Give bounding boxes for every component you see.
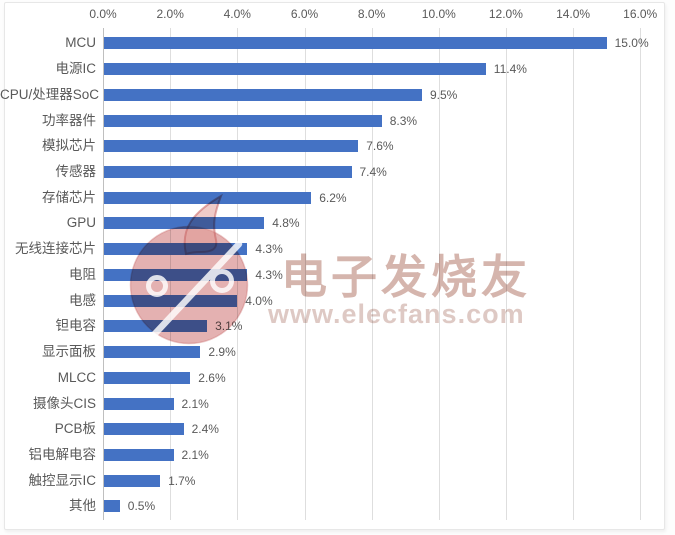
axis-tick-label: 6.0% — [290, 7, 319, 21]
axis-tick-label: 8.0% — [357, 7, 386, 21]
value-label: 9.5% — [430, 87, 458, 102]
bar — [104, 114, 382, 127]
category-label: MCU — [65, 35, 96, 51]
bar — [104, 423, 184, 436]
category-label: 电阻 — [69, 266, 96, 282]
category-label: 功率器件 — [42, 112, 96, 128]
category-label: 模拟芯片 — [42, 138, 96, 154]
gridline — [103, 28, 104, 520]
bar — [104, 217, 265, 230]
bar — [104, 140, 359, 153]
category-label: MLCC — [57, 369, 96, 385]
category-label: CPU/处理器SoC — [0, 86, 100, 102]
value-label: 0.5% — [127, 499, 156, 514]
axis-tick-label: 12.0% — [488, 7, 523, 21]
axis-tick-label: 16.0% — [623, 7, 658, 21]
axis-tick-label: 0.0% — [89, 7, 117, 21]
value-label: 6.2% — [319, 190, 347, 205]
bar — [104, 268, 248, 281]
bar — [104, 449, 174, 461]
category-label: 摄像头CIS — [32, 395, 96, 411]
gridline — [438, 28, 440, 520]
axis-tick-label: 2.0% — [156, 7, 184, 21]
value-label: 7.4% — [359, 164, 387, 179]
bar — [104, 294, 238, 307]
bar — [104, 371, 191, 384]
value-label: 7.6% — [366, 139, 394, 154]
category-label: 触控显示IC — [28, 472, 97, 488]
gridline — [505, 28, 507, 520]
value-label: 4.3% — [255, 242, 283, 257]
category-label: 存储芯片 — [42, 189, 96, 205]
bar — [104, 320, 208, 333]
bar — [104, 165, 352, 178]
axis-tick-label: 10.0% — [421, 7, 456, 21]
value-label: 15.0% — [614, 36, 649, 51]
value-label: 11.4% — [493, 62, 527, 76]
value-label: 8.3% — [389, 113, 418, 128]
bar — [104, 397, 174, 410]
category-label: 显示面板 — [42, 344, 96, 360]
gridline — [304, 28, 306, 520]
bar — [104, 500, 120, 513]
bar — [104, 346, 201, 359]
bar — [104, 191, 312, 204]
category-label: 传感器 — [55, 163, 97, 179]
gridline — [371, 28, 373, 520]
value-label: 2.1% — [181, 448, 209, 462]
axis-tick-label: 4.0% — [223, 7, 251, 21]
category-label: 铝电解电容 — [28, 447, 97, 462]
value-label: 4.0% — [245, 293, 273, 308]
value-label: 3.1% — [215, 319, 243, 334]
value-label: 1.7% — [168, 473, 196, 488]
value-label: 4.3% — [255, 267, 283, 282]
bar — [104, 243, 248, 256]
bar — [104, 88, 422, 101]
category-label: 电源IC — [55, 61, 97, 76]
category-label: 钽电容 — [55, 318, 97, 334]
value-label: 2.9% — [208, 345, 236, 360]
bar — [104, 37, 607, 50]
value-label: 2.1% — [181, 396, 209, 411]
category-label: GPU — [66, 215, 96, 231]
value-label: 4.8% — [272, 216, 300, 231]
bar — [104, 474, 161, 487]
bar — [104, 63, 486, 75]
value-label: 2.6% — [198, 370, 226, 385]
gridline — [573, 28, 575, 520]
category-label: PCB板 — [54, 421, 96, 437]
category-label: 无线连接芯片 — [15, 241, 96, 257]
category-label: 电感 — [69, 292, 96, 308]
category-label: 其他 — [69, 498, 96, 514]
gridline — [640, 28, 642, 520]
value-label: 2.4% — [191, 422, 219, 437]
axis-tick-label: 14.0% — [556, 7, 591, 21]
